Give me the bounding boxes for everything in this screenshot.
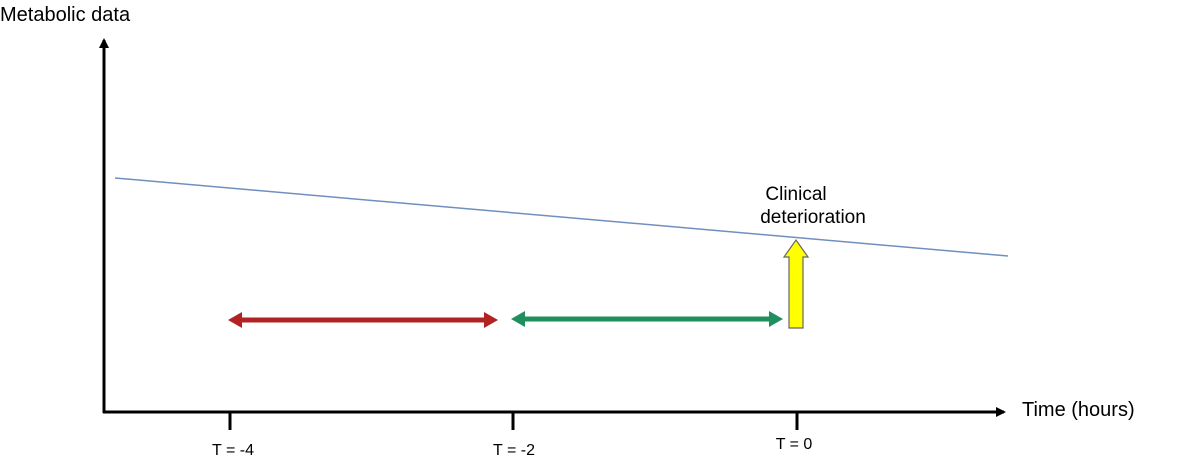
tick-label-zero: T = 0 <box>776 436 813 453</box>
event-label-line1: Clinical <box>765 184 826 205</box>
early-window-double-arrow <box>228 312 498 328</box>
tick-label-minus2: T = -2 <box>493 442 535 459</box>
metabolic-trend-line <box>114 177 1009 257</box>
late-window-double-arrow <box>511 311 783 327</box>
event-label-line2: deterioration <box>760 207 866 228</box>
tick-label-minus4: T = -4 <box>212 442 254 459</box>
clinical-deterioration-up-arrow <box>782 238 810 329</box>
x-axis-label: Time (hours) <box>1022 399 1135 421</box>
y-axis-label: Metabolic data <box>0 4 131 26</box>
